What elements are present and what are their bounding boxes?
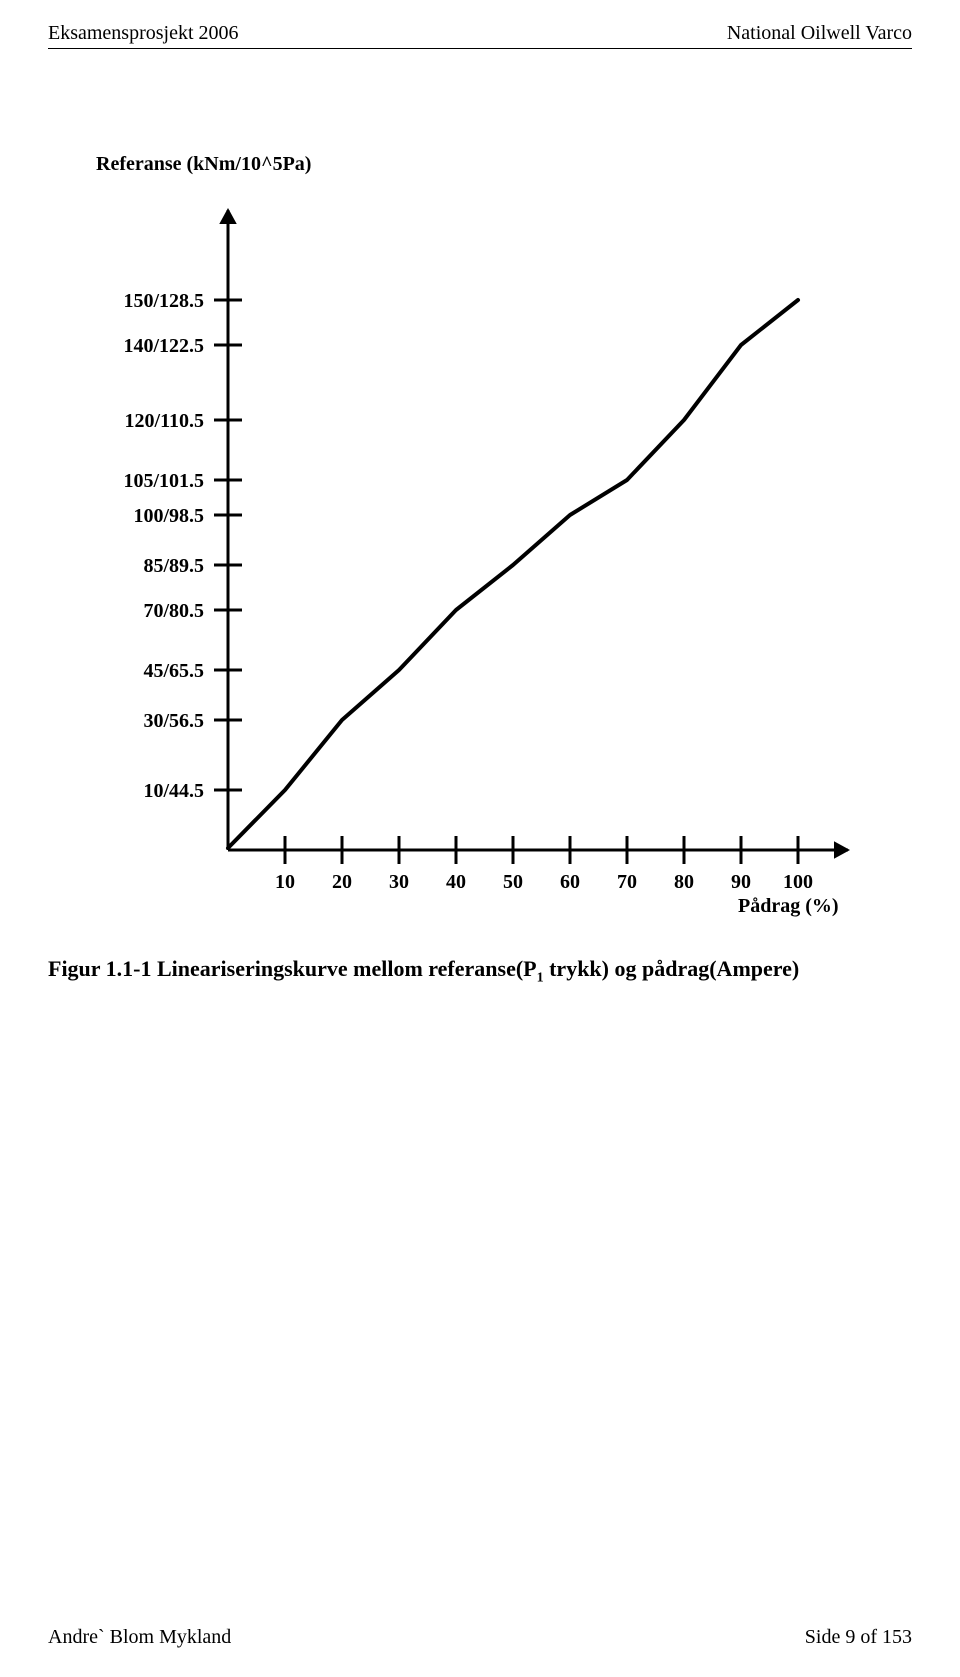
- header-underline: [48, 48, 912, 49]
- caption-subscript: 1: [537, 970, 544, 985]
- svg-text:60: 60: [560, 871, 580, 893]
- caption-suffix: trykk) og pådrag(Ampere): [544, 956, 800, 981]
- svg-text:70: 70: [617, 871, 637, 893]
- figure-caption: Figur 1.1-1 Lineariseringskurve mellom r…: [48, 956, 799, 986]
- svg-text:30/56.5: 30/56.5: [143, 710, 204, 732]
- svg-text:45/65.5: 45/65.5: [143, 660, 204, 682]
- page-footer: Andre` Blom Mykland Side 9 of 153: [48, 1626, 912, 1649]
- svg-text:Pådrag (%): Pådrag (%): [738, 895, 839, 917]
- svg-text:150/128.5: 150/128.5: [123, 290, 204, 312]
- svg-text:40: 40: [446, 871, 466, 893]
- svg-text:10: 10: [275, 871, 295, 893]
- chart-container: Referanse (kNm/10^5Pa) Pådrag (%) 10/44.5 3…: [48, 130, 888, 955]
- svg-text:50: 50: [503, 871, 523, 893]
- svg-text:70/80.5: 70/80.5: [143, 600, 204, 622]
- svg-text:10/44.5: 10/44.5: [143, 780, 204, 802]
- svg-text:100: 100: [783, 871, 813, 893]
- caption-prefix: Figur 1.1-1 Lineariseringskurve mellom r…: [48, 956, 537, 981]
- page-header: Eksamensprosjekt 2006 National Oilwell V…: [48, 22, 912, 45]
- svg-text:85/89.5: 85/89.5: [143, 555, 204, 577]
- svg-text:Referanse (kNm/10^5Pa): Referanse (kNm/10^5Pa): [96, 153, 311, 175]
- svg-text:105/101.5: 105/101.5: [123, 470, 204, 492]
- svg-text:30: 30: [389, 871, 409, 893]
- footer-left: Andre` Blom Mykland: [48, 1626, 231, 1649]
- svg-text:140/122.5: 140/122.5: [123, 335, 204, 357]
- svg-text:80: 80: [674, 871, 694, 893]
- footer-right: Side 9 of 153: [805, 1626, 912, 1649]
- header-left: Eksamensprosjekt 2006: [48, 22, 239, 45]
- svg-text:90: 90: [731, 871, 751, 893]
- header-right: National Oilwell Varco: [727, 22, 912, 45]
- svg-text:120/110.5: 120/110.5: [125, 410, 204, 432]
- page: Eksamensprosjekt 2006 National Oilwell V…: [0, 0, 960, 1677]
- linearization-chart: Referanse (kNm/10^5Pa) Pådrag (%) 10/44.5 3…: [48, 130, 888, 950]
- svg-text:100/98.5: 100/98.5: [133, 505, 204, 527]
- svg-text:20: 20: [332, 871, 352, 893]
